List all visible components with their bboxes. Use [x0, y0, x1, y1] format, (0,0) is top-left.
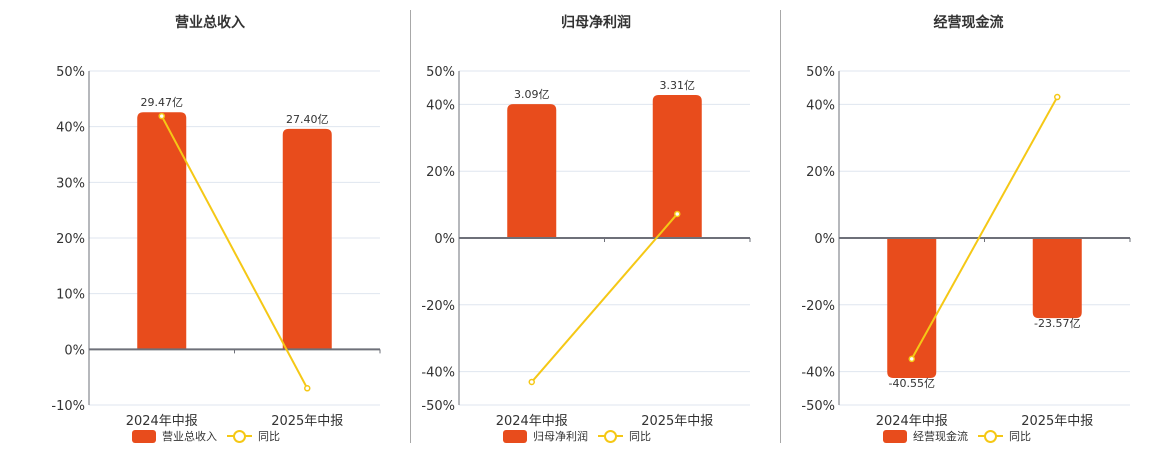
- x-category-label: 2025年中报: [1021, 414, 1093, 429]
- legend-line-label[interactable]: 同比: [258, 430, 280, 443]
- legend-line-marker-icon[interactable]: [978, 429, 1003, 443]
- chart-title: 归母净利润: [561, 15, 631, 31]
- bar[interactable]: [1032, 238, 1082, 319]
- chart-panel-operating-cashflow: 经营现金流 50% 40% 20% 0% -20% -40% -50% -40.55亿 -23.…: [781, 0, 1160, 450]
- y-tick-label: -50%: [421, 399, 455, 414]
- bar[interactable]: [137, 112, 187, 350]
- yoy-point-marker-icon[interactable]: [304, 385, 311, 392]
- y-tick-label: 20%: [426, 165, 455, 180]
- y-tick-label: 20%: [806, 165, 835, 180]
- y-tick-label: 10%: [56, 288, 85, 303]
- chart-plot: 50% 40% 20% 0% -20% -40% -50% 3.09亿 3.31亿 2024年中报…: [421, 65, 751, 429]
- chart-legend: 营业总收入 同比: [132, 428, 280, 444]
- panel-divider: [410, 10, 411, 443]
- panel-divider: [780, 10, 781, 443]
- legend-bar-swatch[interactable]: [132, 429, 156, 443]
- bar-value-label: 3.09亿: [514, 88, 550, 101]
- y-tick-label: -10%: [51, 399, 85, 414]
- y-tick-label: 50%: [806, 65, 835, 80]
- legend-bar-swatch[interactable]: [883, 429, 907, 443]
- bar-value-label: 27.40亿: [286, 113, 329, 126]
- legend-line-marker-icon[interactable]: [227, 429, 252, 443]
- bar[interactable]: [507, 104, 557, 238]
- bar-value-label: -23.57亿: [1034, 317, 1080, 330]
- chart-plot: 50% 40% 20% 0% -20% -40% -50% -40.55亿 -23.57亿 202…: [801, 65, 1131, 429]
- chart-panel-revenue: 营业总收入 50% 40% 30% 20% 10% 0% -10% 29.47亿 27.40亿 2…: [0, 0, 410, 450]
- yoy-line: [530, 213, 679, 383]
- x-category-label: 2025年中报: [641, 414, 713, 429]
- bar-value-label: 3.31亿: [660, 79, 696, 92]
- y-tick-label: 50%: [426, 65, 455, 80]
- bar[interactable]: [652, 95, 702, 238]
- yoy-point-marker-icon[interactable]: [908, 355, 915, 363]
- yoy-point-marker-icon[interactable]: [158, 112, 165, 120]
- y-tick-label: -40%: [421, 366, 455, 381]
- x-category-label: 2024年中报: [876, 414, 948, 429]
- bar[interactable]: [887, 238, 937, 378]
- y-tick-label: 20%: [56, 232, 85, 247]
- bar-value-label: 29.47亿: [141, 96, 184, 109]
- y-tick-label: 30%: [56, 176, 85, 191]
- yoy-point-marker-icon[interactable]: [674, 210, 681, 218]
- bar[interactable]: [282, 128, 332, 350]
- chart-panel-net-profit: 归母净利润 50% 40% 20% 0% -20% -40% -50% 3.09亿 3.31亿 2…: [411, 0, 781, 450]
- legend-bar-label[interactable]: 归母净利润: [533, 430, 588, 443]
- y-tick-label: 0%: [814, 232, 835, 247]
- chart-plot: 50% 40% 30% 20% 10% 0% -10% 29.47亿 27.40亿 2024年中报…: [51, 65, 381, 429]
- legend-line-marker-icon[interactable]: [598, 429, 623, 443]
- legend-bar-label[interactable]: 营业总收入: [162, 430, 217, 443]
- yoy-line: [910, 96, 1059, 360]
- legend-line-label[interactable]: 同比: [629, 430, 651, 443]
- y-tick-label: 40%: [426, 98, 455, 113]
- x-category-label: 2024年中报: [496, 414, 568, 429]
- chart-title: 营业总收入: [175, 15, 245, 31]
- bar-value-label: -40.55亿: [889, 377, 935, 390]
- y-tick-label: 50%: [56, 65, 85, 80]
- y-tick-label: 40%: [806, 98, 835, 113]
- y-tick-label: 0%: [64, 343, 85, 358]
- yoy-line: [160, 115, 309, 389]
- y-tick-label: -20%: [801, 299, 835, 314]
- legend-bar-label[interactable]: 经营现金流: [913, 430, 968, 443]
- chart-legend: 经营现金流 同比: [883, 428, 1031, 444]
- chart-legend: 归母净利润 同比: [503, 428, 651, 444]
- y-tick-label: 40%: [56, 121, 85, 136]
- y-tick-label: -50%: [801, 399, 835, 414]
- yoy-point-marker-icon[interactable]: [1054, 93, 1061, 101]
- x-category-label: 2025年中报: [271, 414, 343, 429]
- chart-title: 经营现金流: [933, 15, 1004, 31]
- y-tick-label: -40%: [801, 366, 835, 381]
- legend-bar-swatch[interactable]: [503, 429, 527, 443]
- y-tick-label: -20%: [421, 299, 455, 314]
- y-tick-label: 0%: [434, 232, 455, 247]
- legend-line-label[interactable]: 同比: [1009, 430, 1031, 443]
- x-category-label: 2024年中报: [126, 414, 198, 429]
- yoy-point-marker-icon[interactable]: [528, 378, 535, 386]
